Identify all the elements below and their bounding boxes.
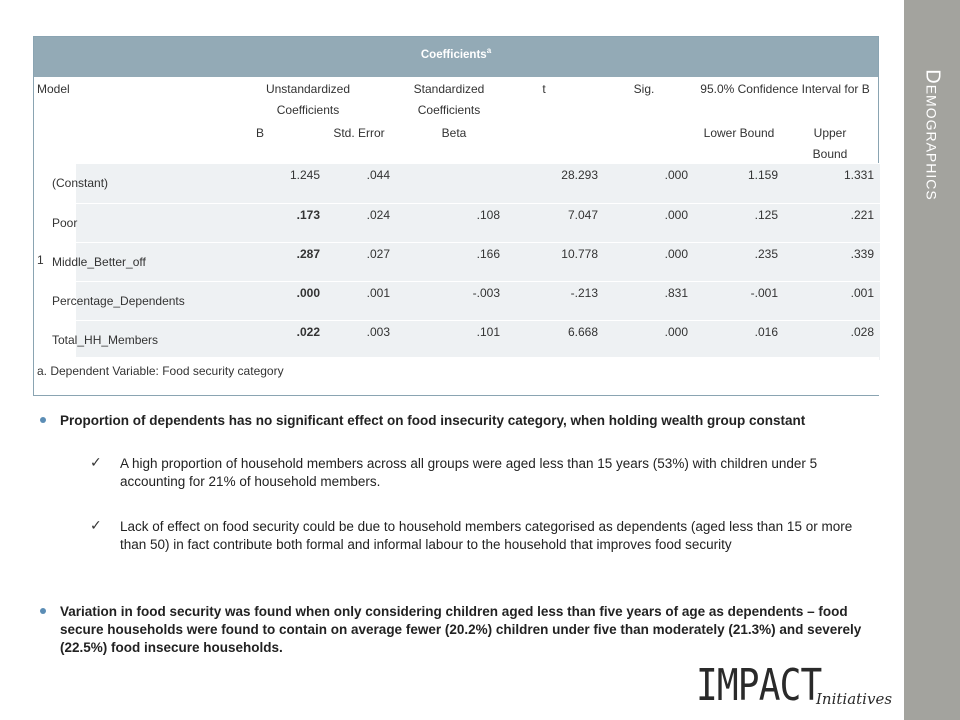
header-beta: Beta [441, 126, 467, 140]
cell-lower: .235 [754, 247, 778, 261]
row-name: Poor [52, 216, 78, 230]
cell-sig: .000 [664, 208, 688, 222]
cell-se: .001 [366, 286, 390, 300]
table-footnote: a. Dependent Variable: Food security cat… [37, 364, 284, 378]
header-sig: Sig. [633, 82, 655, 96]
header-standardized: Standardized Coefficients [413, 82, 485, 117]
cell-sig: .000 [664, 168, 688, 182]
header-upper-bound: Upper Bound [812, 126, 848, 161]
model-number: 1 [37, 253, 44, 267]
row-name: Percentage_Dependents [52, 294, 185, 308]
right-sidebar [904, 0, 960, 720]
cell-se: .027 [366, 247, 390, 261]
table-caption: Coefficientsa [34, 37, 878, 77]
check-mark-icon: ✓ [90, 454, 102, 470]
logo-sub-text: Initiatives [816, 690, 893, 708]
cell-upper: .001 [850, 286, 874, 300]
bullet-dot-icon [40, 608, 46, 614]
header-lower-bound: Lower Bound [703, 126, 775, 140]
header-std-error: Std. Error [333, 126, 385, 140]
cell-beta: .166 [476, 247, 500, 261]
bullet-main-2: Variation in food security was found whe… [60, 604, 862, 655]
table-footnote-area: a. Dependent Variable: Food security cat… [35, 357, 879, 395]
cell-upper: .339 [850, 247, 874, 261]
row-name: Middle_Better_off [52, 255, 146, 269]
row-name: Total_HH_Members [52, 333, 159, 347]
cell-b: 1.245 [289, 168, 320, 182]
cell-b: .287 [296, 247, 320, 261]
cell-beta: -.003 [472, 286, 500, 300]
cell-b: .000 [296, 286, 320, 300]
cell-t: 28.293 [561, 168, 598, 182]
cell-sig: .000 [664, 247, 688, 261]
cell-t: 6.668 [567, 325, 598, 339]
sub-bullet-1: A high proportion of household members a… [120, 456, 818, 489]
bullet-main-1: Proportion of dependents has no signific… [60, 413, 806, 428]
slide-title-text: Demographics [921, 69, 944, 201]
header-t: t [542, 82, 546, 96]
header-b: B [255, 126, 264, 140]
cell-lower: -.001 [750, 286, 778, 300]
table-row [76, 203, 880, 243]
cell-upper: .028 [850, 325, 874, 339]
table-row [76, 163, 880, 203]
coefficients-table: Coefficientsa Model Unstandardized Coeff… [33, 36, 880, 396]
cell-lower: .016 [754, 325, 778, 339]
table-row [76, 320, 880, 360]
cell-t: 10.778 [561, 247, 598, 261]
check-mark-icon: ✓ [90, 517, 102, 533]
cell-beta: .101 [476, 325, 500, 339]
header-unstandardized: Unstandardized Coefficients [265, 82, 351, 117]
cell-b: .173 [296, 208, 320, 222]
bullet-dot-icon [40, 417, 46, 423]
cell-beta: .108 [476, 208, 500, 222]
slide-title: Demographics [904, 0, 960, 270]
cell-se: .003 [366, 325, 390, 339]
cell-lower: .125 [754, 208, 778, 222]
logo-main-text: IMPACT [696, 660, 822, 711]
cell-lower: 1.159 [747, 168, 778, 182]
cell-t: 7.047 [567, 208, 598, 222]
cell-upper: .221 [850, 208, 874, 222]
cell-b: .022 [296, 325, 320, 339]
cell-se: .024 [366, 208, 390, 222]
impact-logo: IMPACT Initiatives [696, 660, 896, 711]
row-name: (Constant) [52, 176, 109, 190]
cell-t: -.213 [570, 286, 598, 300]
cell-sig: .831 [664, 286, 688, 300]
table-row [76, 281, 880, 321]
sub-bullet-2: Lack of effect on food security could be… [120, 519, 853, 552]
cell-sig: .000 [664, 325, 688, 339]
table-caption-text: Coefficientsa [420, 46, 492, 61]
cell-upper: 1.331 [843, 168, 874, 182]
header-confidence-interval: 95.0% Confidence Interval for B [700, 82, 870, 96]
header-model: Model [37, 82, 70, 96]
cell-se: .044 [366, 168, 390, 182]
table-row [76, 242, 880, 282]
